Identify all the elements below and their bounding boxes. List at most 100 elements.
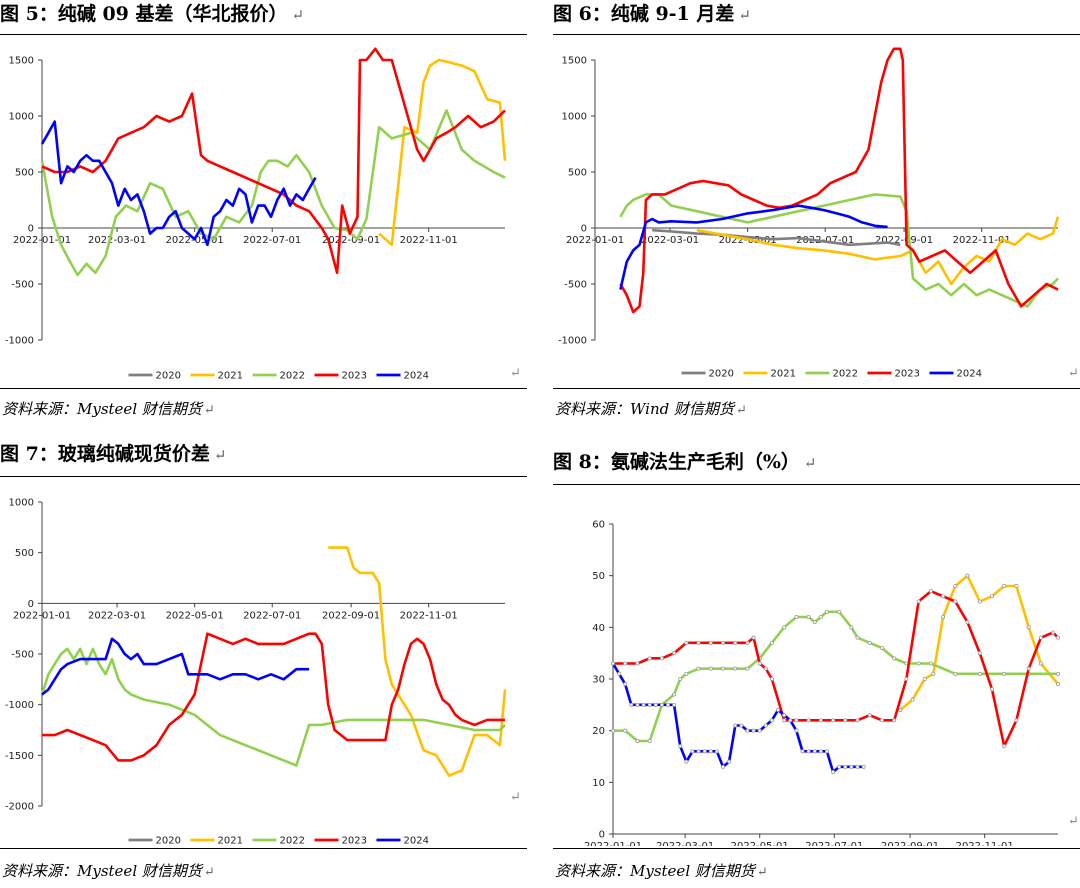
series-point-2024 — [745, 728, 750, 733]
series-point-2024 — [818, 749, 823, 754]
legend-label: 2022 — [280, 836, 305, 847]
series-line-2024 — [40, 120, 317, 247]
series-point-2024 — [617, 671, 622, 676]
series-point-2024 — [794, 728, 799, 733]
legend-label: 2021 — [218, 371, 243, 382]
x-tick-label: 2022-11-01 — [956, 841, 1014, 846]
fig5-title: 图 5：纯碱 09 基差（华北报价） ↵ — [0, 3, 305, 25]
y-tick-label: -1000 — [558, 336, 587, 347]
fig8-title: 图 8：氨碱法生产毛利（%） ↵ — [553, 451, 817, 473]
legend-label: 2020 — [709, 369, 734, 380]
y-tick-label: 40 — [592, 623, 605, 634]
x-tick-label: 2022-03-01 — [88, 610, 146, 621]
y-tick-label: -1000 — [5, 336, 34, 347]
series-point-2022 — [684, 671, 689, 676]
series-line-2021 — [696, 216, 1060, 286]
series-point-2024 — [788, 718, 793, 723]
series-point-2021 — [922, 676, 927, 681]
y-tick-label: -1000 — [5, 700, 34, 711]
series-point-2023 — [1055, 635, 1060, 640]
y-tick-label: 20 — [592, 726, 605, 737]
series-point-2023 — [684, 640, 689, 645]
series-point-2024 — [769, 718, 774, 723]
series-point-2022 — [696, 666, 701, 671]
fig8-source: 资料来源：Mysteel 财信期货 ↵ — [555, 862, 768, 880]
series-point-2022 — [928, 661, 933, 666]
series-point-2022 — [782, 625, 787, 630]
series-point-2024 — [843, 764, 848, 769]
series-point-2024 — [684, 759, 689, 764]
y-tick-label: 1000 — [562, 112, 587, 123]
series-point-2022 — [623, 728, 628, 733]
series-line-2022 — [613, 610, 1058, 743]
legend-label: 2023 — [895, 369, 920, 380]
legend-label: 2020 — [156, 371, 181, 382]
fig5-bottom-rule — [0, 388, 527, 389]
legend-item-2023: 2023 — [314, 371, 367, 382]
series-point-2024 — [776, 707, 781, 712]
series-point-2023 — [672, 651, 677, 656]
fig5-return-mark: ↵ — [510, 366, 521, 381]
x-tick-label: 2022-05-01 — [731, 841, 789, 846]
x-tick-label: 2022-05-01 — [166, 610, 224, 621]
series-point-2024 — [666, 702, 671, 707]
series-line-2022 — [40, 109, 506, 277]
series-point-2023 — [1051, 630, 1056, 635]
x-tick-label: 2022-11-01 — [400, 235, 458, 246]
series-point-2024 — [623, 682, 628, 687]
series-point-2024 — [849, 764, 854, 769]
series-point-2024 — [733, 723, 738, 728]
series-line-2024 — [611, 662, 864, 774]
y-tick-label: 1500 — [9, 56, 34, 67]
legend-item-2022: 2022 — [805, 369, 858, 380]
series-point-2023 — [1002, 744, 1007, 749]
series-point-2024 — [659, 702, 664, 707]
x-tick-label: 2022-03-01 — [641, 235, 699, 246]
series-point-2023 — [1026, 666, 1031, 671]
series-point-2022 — [794, 615, 799, 620]
x-tick-label: 2022-03-01 — [656, 841, 714, 846]
legend-label: 2024 — [957, 369, 982, 380]
series-point-2024 — [696, 749, 701, 754]
series-point-2024 — [855, 764, 860, 769]
x-tick-label: 2022-09-01 — [881, 841, 939, 846]
fig8-chart: 0 10 20 30 40 50 60 2022-01-01 2022-03-01 2022-05… — [584, 520, 1060, 846]
series-point-2022 — [635, 738, 640, 743]
series-point-2023 — [904, 676, 909, 681]
series-line-2024 — [619, 204, 888, 290]
series-point-2021 — [1038, 661, 1043, 666]
fig7-bottom-rule — [0, 848, 527, 849]
series-line-2024 — [41, 637, 310, 696]
series-point-2021 — [977, 599, 982, 604]
legend-item-2022: 2022 — [252, 371, 305, 382]
series-point-2024 — [678, 744, 683, 749]
series-point-2024 — [751, 728, 756, 733]
series-line-2020 — [652, 228, 901, 247]
series-point-2023 — [782, 718, 787, 723]
x-tick-label: 2022-11-01 — [400, 610, 458, 621]
x-tick-label: 2022-11-01 — [953, 235, 1011, 246]
series-point-2023 — [928, 589, 933, 594]
series-point-2023 — [916, 599, 921, 604]
y-tick-label: -1500 — [5, 751, 34, 762]
series-point-2024 — [714, 749, 719, 754]
y-tick-label: -500 — [11, 280, 34, 291]
series-point-2021 — [1002, 584, 1007, 589]
series-line-2023 — [42, 632, 505, 762]
series-point-2022 — [678, 676, 683, 681]
series-point-2024 — [831, 769, 836, 774]
series-point-2023 — [794, 718, 799, 723]
series-point-2023 — [867, 713, 872, 718]
series-point-2023 — [989, 687, 994, 692]
series-point-2024 — [739, 723, 744, 728]
series-point-2021 — [931, 671, 936, 676]
y-tick-label: 30 — [592, 675, 605, 686]
x-tick-label: 2022-01-01 — [566, 235, 624, 246]
series-point-2024 — [757, 728, 762, 733]
fig8-bottom-rule — [553, 848, 1080, 849]
series-point-2023 — [1014, 718, 1019, 723]
x-tick-label: 2022-09-01 — [322, 610, 380, 621]
y-tick-label: -500 — [11, 650, 34, 661]
series-point-2022 — [769, 640, 774, 645]
legend-label: 2024 — [404, 836, 429, 847]
